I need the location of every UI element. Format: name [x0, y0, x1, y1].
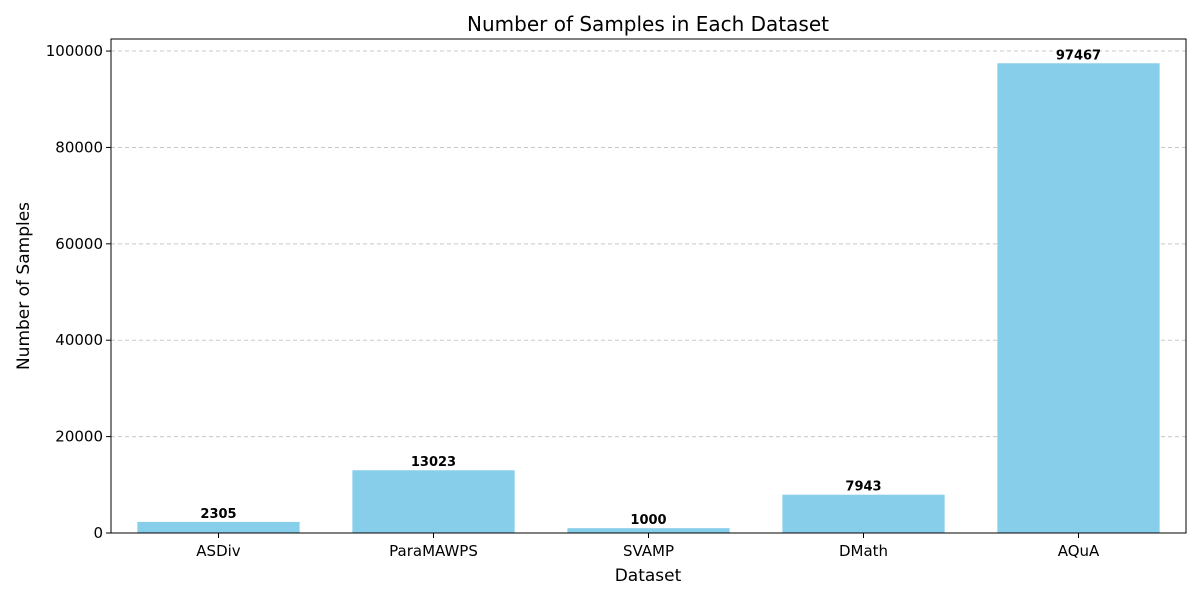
- data-label-asdiv: 2305: [200, 507, 236, 522]
- data-labels: 2305 13023 1000 7943 97467: [200, 48, 1101, 528]
- x-tick-label-svamp: SVAMP: [623, 542, 674, 560]
- x-axis-ticks: ASDiv ParaMAWPS SVAMP DMath AQuA: [196, 533, 1100, 560]
- bar-asdiv: [137, 521, 300, 533]
- data-label-aqua: 97467: [1056, 48, 1101, 63]
- x-tick-label-paramawps: ParaMAWPS: [389, 542, 478, 560]
- y-tick-label: 0: [93, 524, 103, 542]
- y-axis-label: Number of Samples: [14, 202, 34, 370]
- x-tick-label-dmath: DMath: [839, 542, 888, 560]
- bar-dmath: [782, 494, 945, 533]
- y-tick-label: 20000: [55, 428, 103, 446]
- bar-paramawps: [352, 470, 515, 533]
- x-tick-label-aqua: AQuA: [1058, 542, 1100, 560]
- y-tick-label: 40000: [55, 331, 103, 349]
- y-tick-label: 80000: [55, 138, 103, 156]
- bar-svamp: [567, 528, 730, 533]
- x-tick-label-asdiv: ASDiv: [196, 542, 241, 560]
- data-label-svamp: 1000: [630, 513, 666, 528]
- bars: [137, 63, 1160, 534]
- chart-title: Number of Samples in Each Dataset: [467, 12, 829, 36]
- data-label-dmath: 7943: [845, 480, 881, 495]
- x-axis-label: Dataset: [615, 566, 682, 586]
- y-tick-label: 60000: [55, 235, 103, 253]
- y-axis-ticks: 0 20000 40000 60000 80000 100000: [46, 42, 111, 542]
- bar-aqua: [997, 63, 1160, 534]
- y-tick-label: 100000: [46, 42, 103, 60]
- data-label-paramawps: 13023: [411, 455, 456, 470]
